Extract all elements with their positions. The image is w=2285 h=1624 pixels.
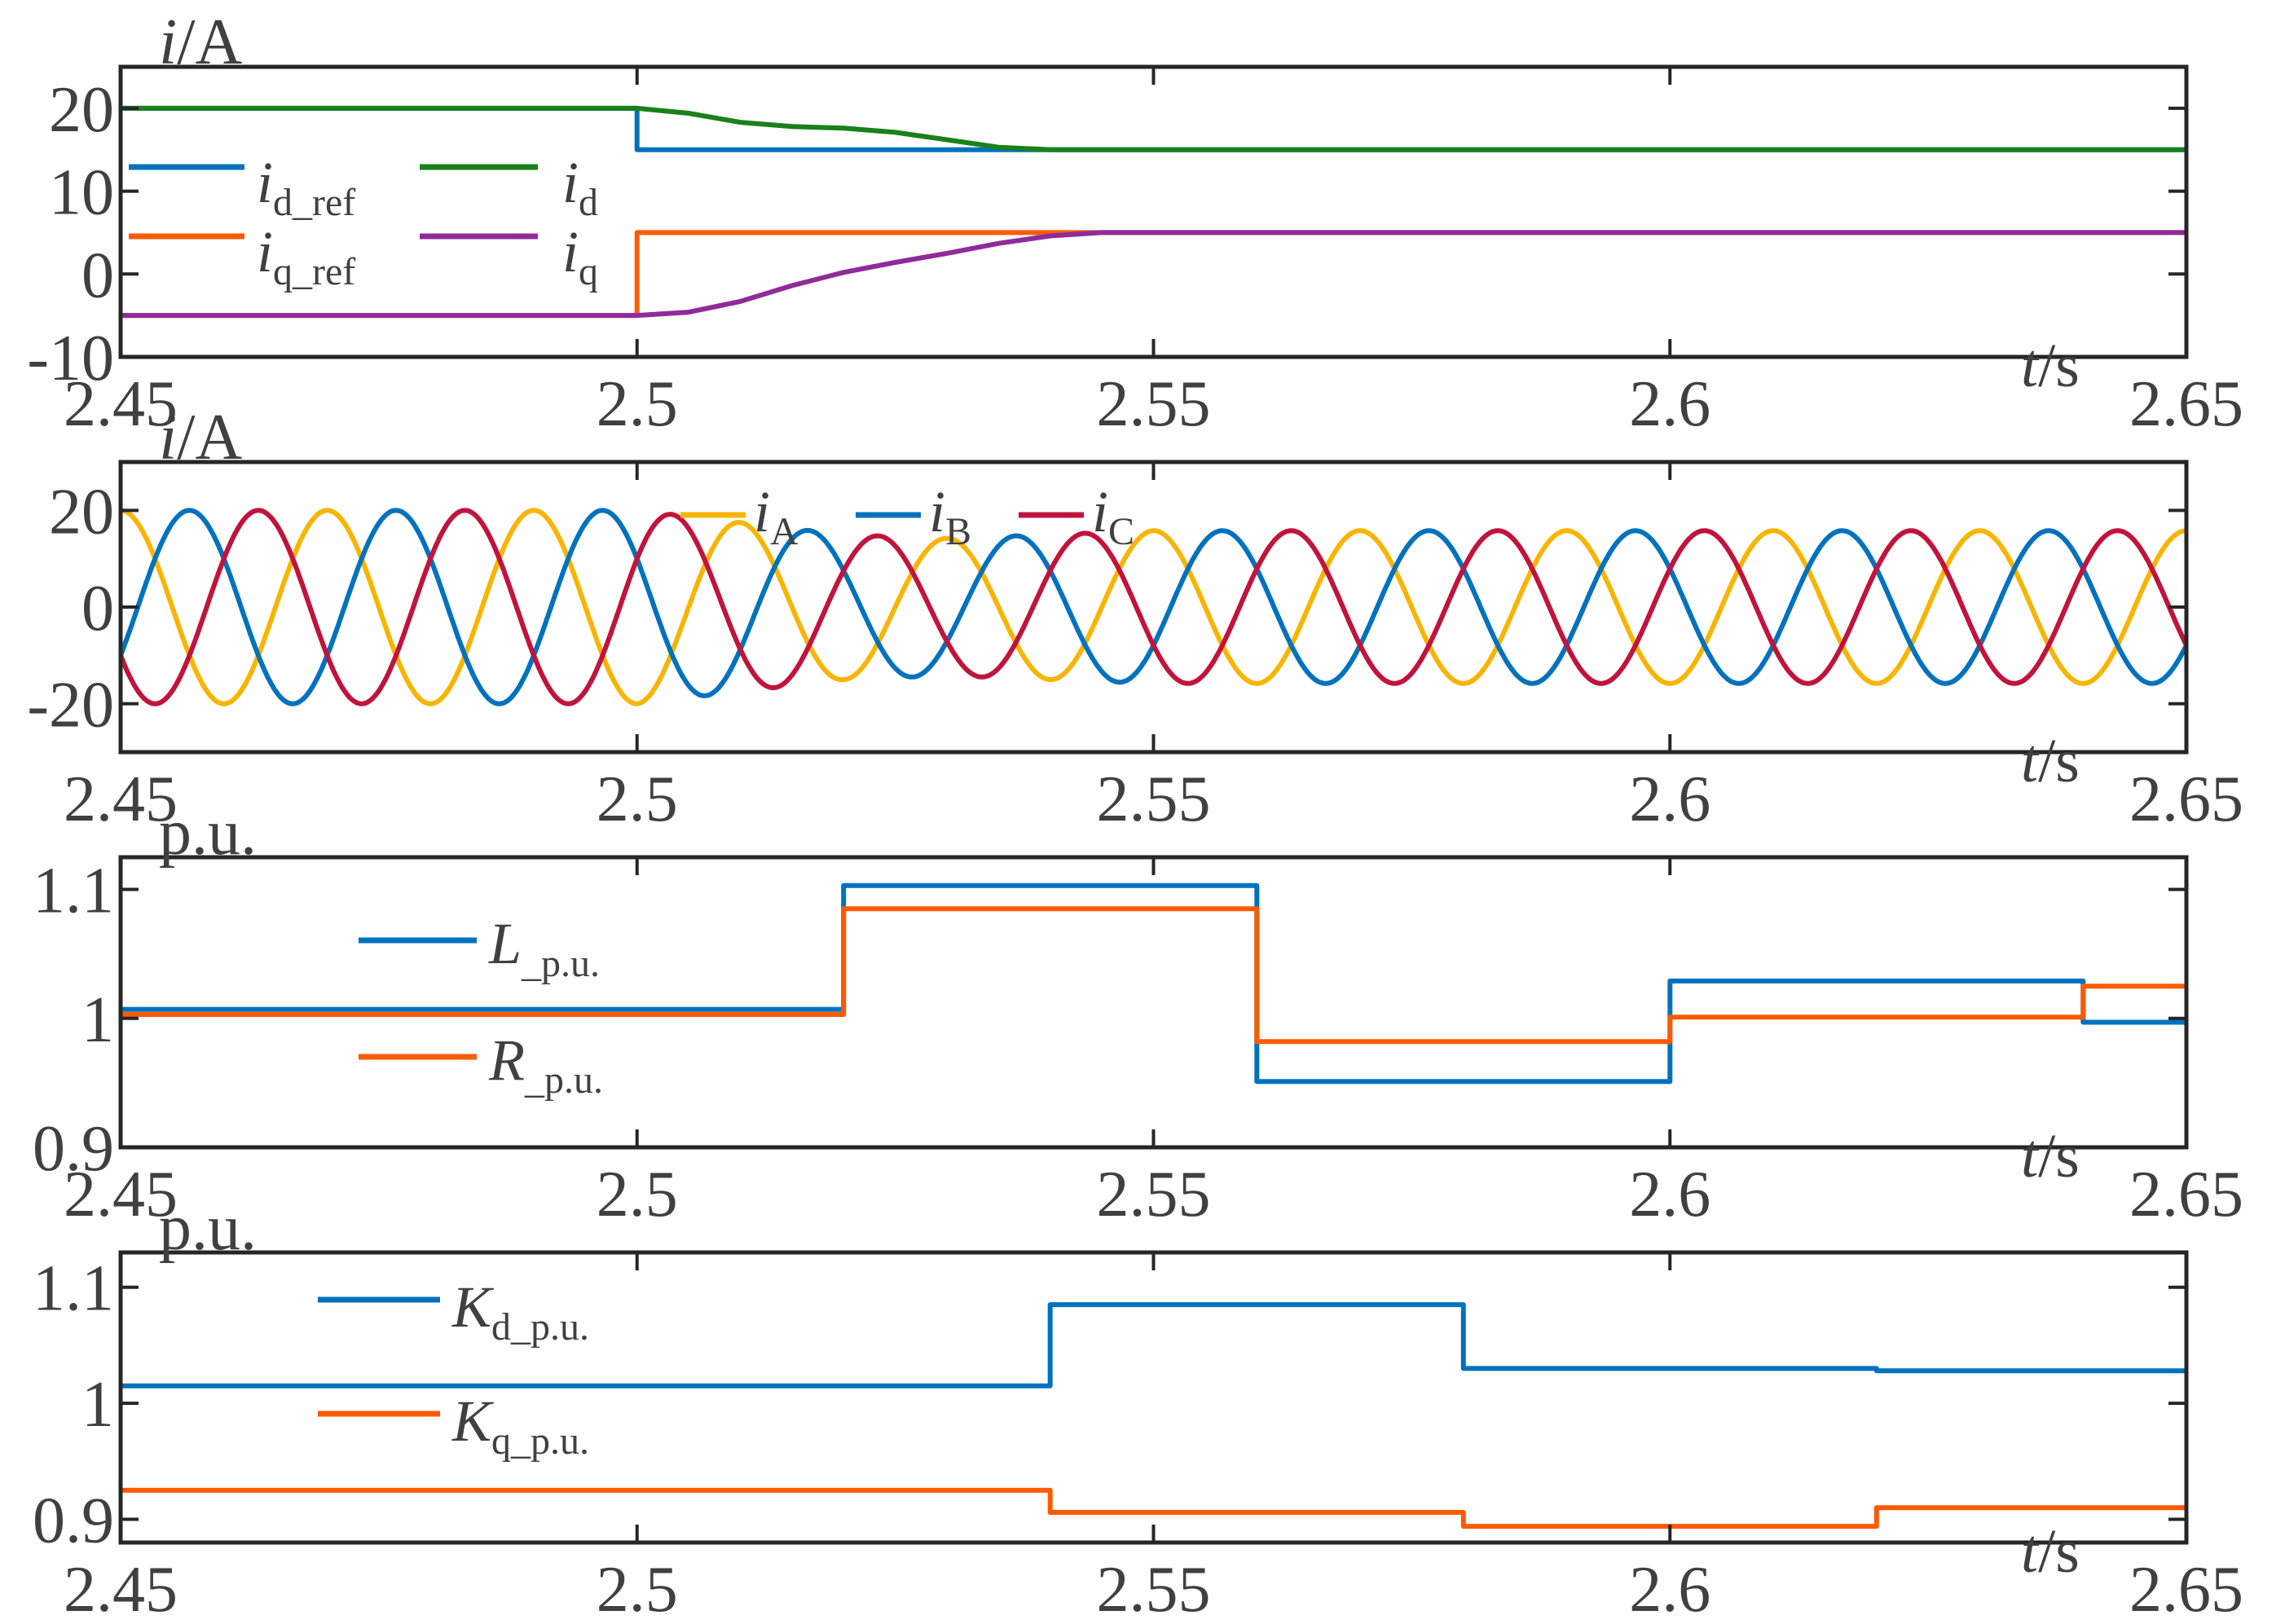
legend: Kd_p.u. Kq_p.u. xyxy=(318,1274,589,1463)
series-line-i_d_ref xyxy=(121,105,2186,152)
y-tick-label: 10 xyxy=(49,157,114,229)
legend-label-i_d_ref: id_ref xyxy=(257,150,355,224)
y-axis-label: p.u. xyxy=(159,797,257,869)
y-tick-label: 0.9 xyxy=(33,1485,114,1557)
legend-label-i_d: id xyxy=(562,150,598,224)
legend-label-i_q: iq xyxy=(562,219,598,293)
chart-panel-4: 2.45 2.5 2.55 2.6 2.651.110.9p.u.t/sKd_p.u.K… xyxy=(33,1192,2243,1624)
x-tick-label: 2.45 xyxy=(64,1159,178,1230)
chart-panel-2: 2.45 2.5 2.55 2.6 2.65 20 0 -20 i/A t/s iA iB iC xyxy=(27,402,2243,835)
x-tick-label: 2.6 xyxy=(1629,1159,1710,1230)
chart-panel-3: 2.45 2.5 2.55 2.6 2.65 1.1 1 0.9 p.u. t/s L_p.u. R_… xyxy=(33,797,2243,1230)
legend-label-i_C: iC xyxy=(1092,479,1134,553)
x-tick-label: 2.5 xyxy=(597,1159,678,1230)
y-tick-label: 20 xyxy=(49,476,114,548)
legend: L_p.u. R_p.u. xyxy=(359,911,603,1102)
series-line-i_d xyxy=(121,105,2186,152)
axes-frame xyxy=(118,855,2189,1150)
y-tick-label: 1.1 xyxy=(33,1253,114,1325)
x-tick-label: 2.6 xyxy=(1629,764,1710,835)
axes-frame xyxy=(118,460,2189,755)
x-tick-label: 2.45 xyxy=(64,1554,178,1624)
y-tick-label: -20 xyxy=(27,670,114,742)
series-line-i_C xyxy=(121,508,2186,706)
x-tick-label: 2.45 xyxy=(64,764,178,835)
series-line-i_A xyxy=(121,508,2186,706)
y-tick-label: 1 xyxy=(81,1369,114,1441)
axes-frame xyxy=(118,1250,2189,1545)
legend-label-R_pu: R_p.u. xyxy=(488,1028,603,1102)
y-axis-label: i/A xyxy=(159,7,242,78)
x-tick-label: 2.5 xyxy=(597,1554,678,1624)
series-line-K_d_pu xyxy=(121,1302,2186,1389)
legend-label-K_d_pu: Kd_p.u. xyxy=(451,1274,589,1349)
series-line-i_q xyxy=(121,230,2186,319)
x-tick-label: 2.55 xyxy=(1097,1159,1211,1230)
legend-label-i_A: iA xyxy=(754,479,799,553)
y-axis-label: i/A xyxy=(159,402,242,473)
x-tick-label: 2.65 xyxy=(2129,1159,2243,1230)
series-group xyxy=(121,1302,2186,1529)
series-group xyxy=(121,105,2186,319)
x-tick-label: 2.55 xyxy=(1097,1554,1211,1624)
legend-label-K_q_pu: Kq_p.u. xyxy=(451,1389,589,1463)
legend: iA iB iC xyxy=(680,479,1134,553)
x-tick-label: 2.55 xyxy=(1097,764,1211,835)
x-axis-label: t/s xyxy=(2021,1517,2080,1586)
x-axis-label: t/s xyxy=(2021,727,2080,795)
chart-panel-1: 2.45 2.5 2.55 2.6 2.6520100-10i/At/sid_refiq… xyxy=(27,7,2243,440)
x-tick-label: 2.6 xyxy=(1629,368,1710,440)
y-tick-label: 0 xyxy=(81,240,114,311)
legend-label-i_B: iB xyxy=(929,479,971,553)
x-axis-label: t/s xyxy=(2021,332,2080,400)
y-tick-label: 20 xyxy=(49,74,114,146)
x-tick-label: 2.65 xyxy=(2129,764,2243,835)
y-tick-label: 0.9 xyxy=(33,1113,114,1185)
x-tick-label: 2.5 xyxy=(597,368,678,440)
series-group xyxy=(121,508,2186,706)
y-axis-label: p.u. xyxy=(159,1192,257,1264)
y-tick-label: 1 xyxy=(81,984,114,1056)
x-tick-label: 2.55 xyxy=(1097,368,1211,440)
y-tick-label: 1.1 xyxy=(33,856,114,927)
series-line-K_q_pu xyxy=(121,1487,2186,1529)
y-tick-label: -10 xyxy=(27,323,114,394)
y-tick-label: 0 xyxy=(81,573,114,645)
x-axis-label: t/s xyxy=(2021,1122,2080,1190)
x-tick-label: 2.65 xyxy=(2129,368,2243,440)
x-tick-label: 2.65 xyxy=(2129,1554,2243,1624)
legend-label-L_pu: L_p.u. xyxy=(488,911,600,985)
series-line-i_B xyxy=(121,508,2186,706)
series-group xyxy=(121,882,2186,1085)
series-line-R_pu xyxy=(121,906,2186,1045)
series-line-L_pu xyxy=(121,882,2186,1085)
x-tick-label: 2.45 xyxy=(64,368,178,440)
series-line-i_q_ref xyxy=(121,230,2186,319)
x-tick-label: 2.5 xyxy=(597,764,678,835)
x-tick-label: 2.6 xyxy=(1629,1554,1710,1624)
legend-label-i_q_ref: iq_ref xyxy=(257,219,355,293)
